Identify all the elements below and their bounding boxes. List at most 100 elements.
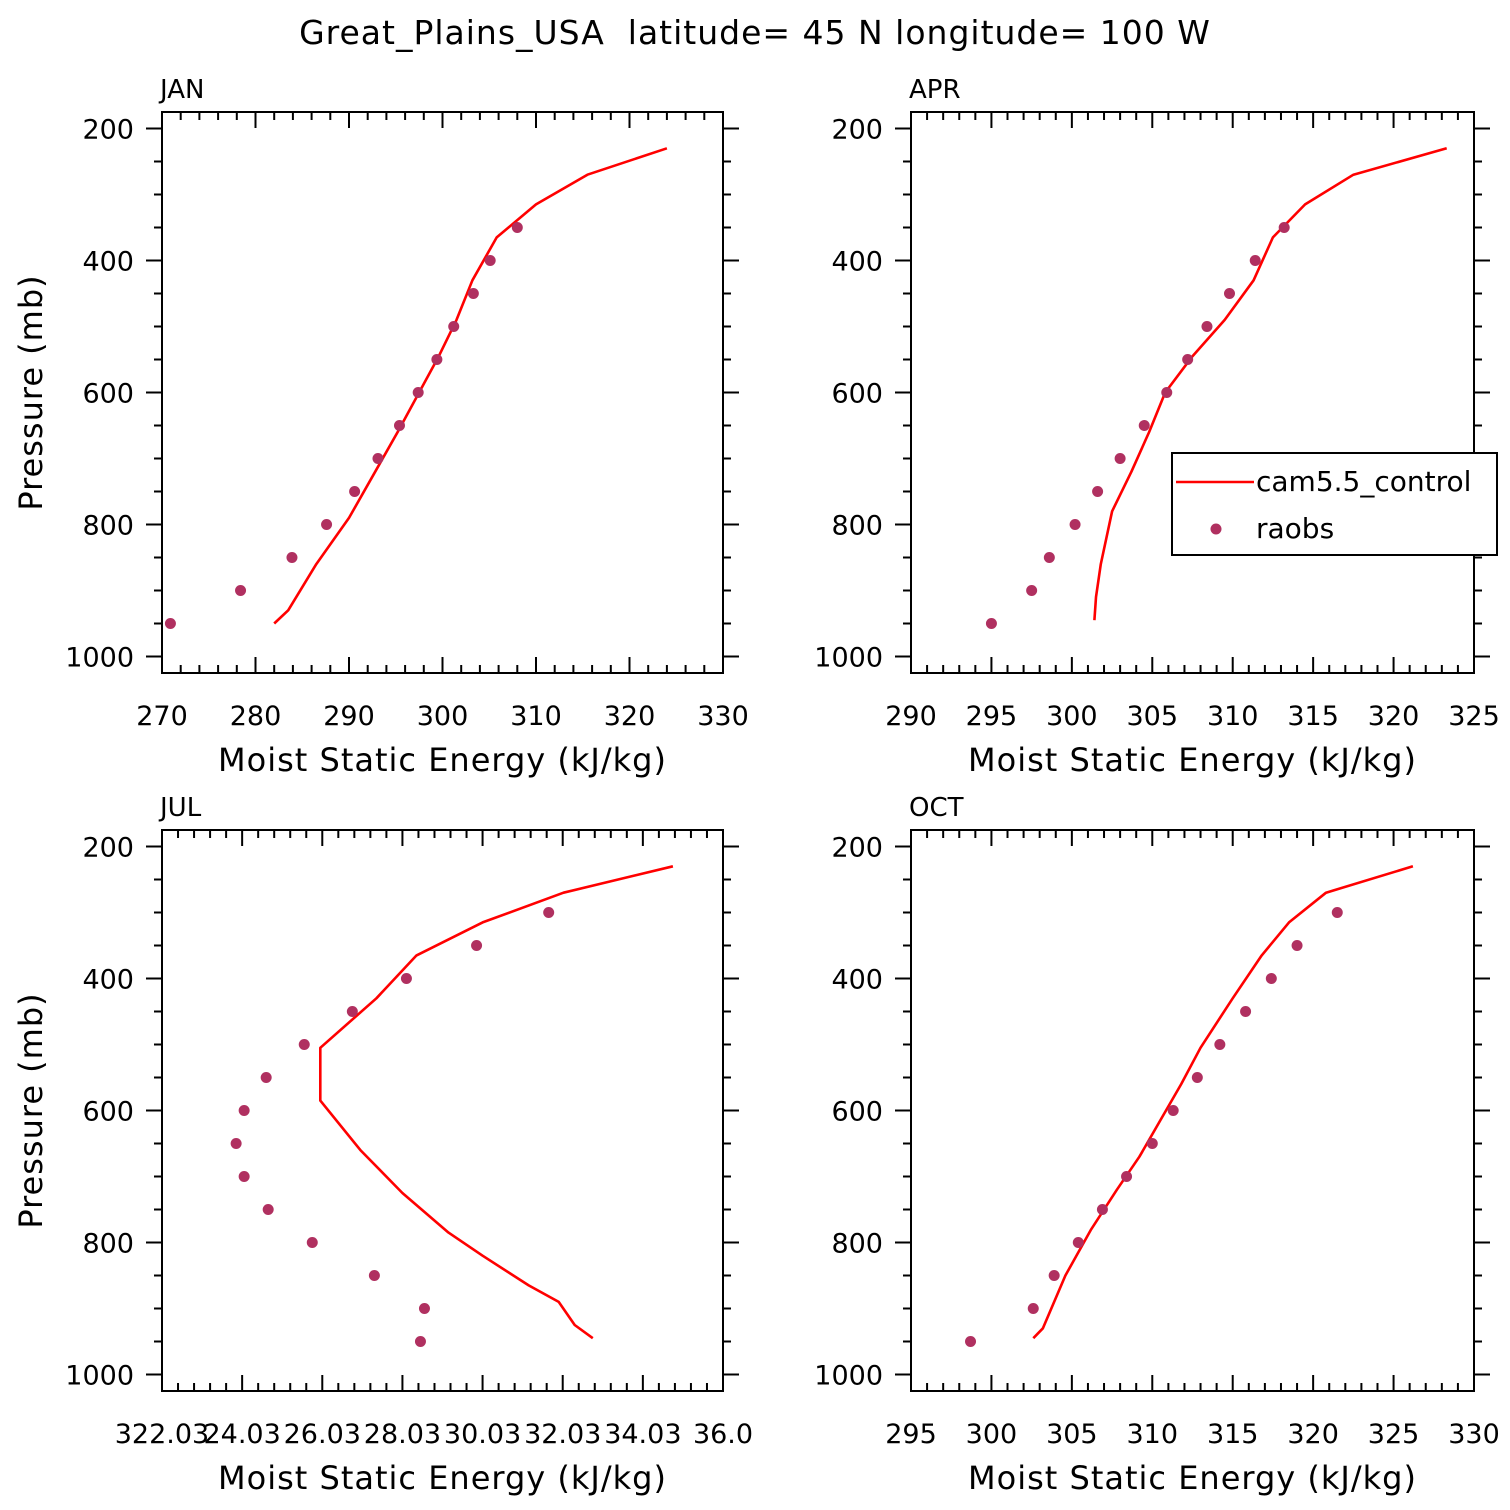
plot-frame <box>910 111 1475 674</box>
x-tick-label: 315 <box>1207 1419 1259 1450</box>
obs-point <box>306 1237 318 1248</box>
obs-point <box>349 486 361 497</box>
y-tick-label: 400 <box>831 965 883 996</box>
obs-point <box>1043 552 1055 563</box>
obs-point <box>1161 387 1173 398</box>
y-tick-label: 600 <box>82 379 134 410</box>
y-tick-label: 200 <box>82 833 134 864</box>
panel-label: APR <box>909 75 961 105</box>
obs-point <box>1278 222 1290 233</box>
panel-oct: OCT 295 300 305 310 315 320 325 330 200 400 600 800 1… <box>814 793 1499 1497</box>
legend-label-model: cam5.5_control <box>1256 465 1471 498</box>
x-tick-label: 34.03 <box>604 1419 681 1450</box>
obs-point <box>346 1006 358 1017</box>
x-tick-label: 320 <box>1287 1419 1339 1450</box>
y-tick-label: 400 <box>82 965 134 996</box>
obs-point <box>965 1336 977 1347</box>
obs-point <box>400 973 412 984</box>
obs-point <box>1146 1138 1158 1149</box>
obs-point <box>1138 420 1150 431</box>
y-axis-title: Pressure (mb) <box>12 992 50 1228</box>
x-tick-label: 290 <box>323 701 375 732</box>
x-axis-title: Moist Static Energy (kJ/kg) <box>218 1459 667 1497</box>
obs-point <box>1240 1006 1252 1017</box>
obs-point <box>1096 1204 1108 1215</box>
obs-point <box>1223 288 1235 299</box>
x-tick-label: 280 <box>230 701 282 732</box>
legend-marker-swatch <box>1210 523 1222 535</box>
obs-point <box>418 1303 430 1314</box>
obs-point <box>238 1171 250 1182</box>
x-tick-label: 300 <box>417 701 469 732</box>
obs-point <box>298 1039 310 1050</box>
obs-point <box>1291 940 1303 951</box>
y-tick-label: 600 <box>831 379 883 410</box>
y-tick-label: 400 <box>82 247 134 278</box>
y-tick-label: 1000 <box>814 1361 883 1392</box>
y-tick-label: 200 <box>82 115 134 146</box>
x-tick-label: 32.03 <box>524 1419 601 1450</box>
obs-point <box>431 354 443 365</box>
plot-frame <box>161 111 724 674</box>
obs-point <box>238 1105 250 1116</box>
x-tick-label: 330 <box>1448 1419 1500 1450</box>
obs-point <box>235 585 247 596</box>
obs-point <box>1249 255 1261 266</box>
x-axis-title: Moist Static Energy (kJ/kg) <box>968 741 1417 779</box>
y-tick-label: 400 <box>831 247 883 278</box>
x-tick-label: 295 <box>885 1419 937 1450</box>
x-tick-label: 305 <box>1046 1419 1098 1450</box>
x-tick-label: 330 <box>697 701 749 732</box>
x-tick-label: 270 <box>136 701 188 732</box>
x-tick-label: 315 <box>1287 701 1339 732</box>
obs-point <box>1121 1171 1133 1182</box>
x-axis-title: Moist Static Energy (kJ/kg) <box>218 741 667 779</box>
obs-point <box>1331 907 1343 918</box>
obs-point <box>368 1270 380 1281</box>
x-tick-label: 300 <box>966 1419 1018 1450</box>
x-tick-label: 310 <box>1207 701 1259 732</box>
obs-point <box>1182 354 1194 365</box>
x-tick-label: 300 <box>1046 701 1098 732</box>
obs-point <box>286 552 298 563</box>
obs-point <box>372 453 384 464</box>
obs-point <box>1214 1039 1226 1050</box>
legend-label-obs: raobs <box>1256 512 1334 545</box>
y-tick-label: 800 <box>831 1229 883 1260</box>
x-axis-title: Moist Static Energy (kJ/kg) <box>968 1459 1417 1497</box>
panel-apr: APR 290 295 300 305 310 315 320 325 200 400 600 800 1… <box>814 75 1499 779</box>
x-tick-label: 320 <box>604 701 656 732</box>
x-tick-label: 325 <box>1448 701 1500 732</box>
series-line-cam5.5_control <box>318 865 674 1340</box>
y-tick-label: 1000 <box>65 1361 134 1392</box>
x-tick-label: 290 <box>885 701 937 732</box>
obs-point <box>471 940 483 951</box>
x-tick-label: 310 <box>510 701 562 732</box>
y-tick-label: 800 <box>82 1229 134 1260</box>
panel-label: JAN <box>158 75 204 105</box>
y-tick-label: 200 <box>831 115 883 146</box>
obs-point <box>393 420 405 431</box>
x-tick-label: 322.03 <box>115 1419 209 1450</box>
x-tick-label: 30.03 <box>444 1419 521 1450</box>
obs-point <box>1265 973 1277 984</box>
obs-point <box>484 255 496 266</box>
panel-label: OCT <box>909 793 964 823</box>
x-tick-label: 310 <box>1127 1419 1179 1450</box>
series-line-cam5.5_control <box>1032 865 1414 1340</box>
obs-point <box>543 907 555 918</box>
y-tick-label: 1000 <box>65 643 134 674</box>
obs-point <box>985 618 997 629</box>
obs-point <box>1201 321 1213 332</box>
obs-point <box>262 1204 274 1215</box>
obs-point <box>448 321 460 332</box>
y-tick-label: 1000 <box>814 643 883 674</box>
obs-point <box>164 618 176 629</box>
obs-point <box>511 222 523 233</box>
panel-label: JUL <box>158 793 202 823</box>
x-tick-label: 325 <box>1368 1419 1420 1450</box>
obs-point <box>230 1138 242 1149</box>
